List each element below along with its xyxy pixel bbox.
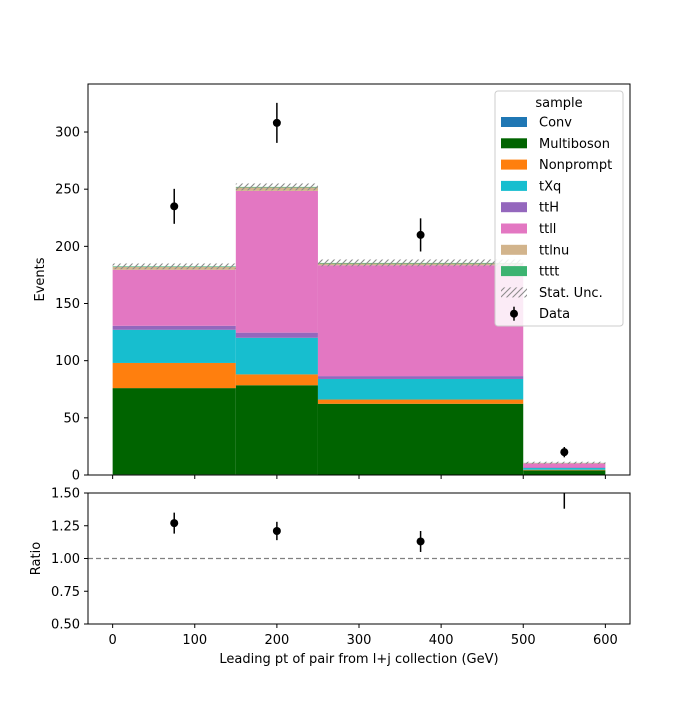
- y-tick-label: 250: [55, 183, 80, 198]
- legend-label-multiboson: Multiboson: [539, 137, 610, 152]
- bar-txq-bin-0: [113, 330, 236, 363]
- ratio-y-tick-label: 1.25: [51, 519, 80, 534]
- bar-nonprompt-bin-3: [523, 470, 605, 471]
- ratio-point-0: [170, 519, 178, 527]
- data-point-3: [560, 448, 568, 456]
- legend-swatch-tttt: [501, 266, 527, 276]
- legend-label-conv: Conv: [539, 116, 572, 131]
- legend: sample Conv Multiboson Nonprompt tXq ttH ttll t…: [495, 91, 623, 326]
- data-point-0: [170, 202, 178, 210]
- y-tick-label: 50: [63, 411, 80, 426]
- legend-title: sample: [535, 96, 582, 111]
- legend-label-tttt: tttt: [539, 265, 559, 280]
- bar-ttll-bin-2: [318, 265, 523, 376]
- x-tick-label: 100: [182, 633, 207, 648]
- legend-swatch-conv: [501, 117, 527, 127]
- x-tick-label: 500: [511, 633, 536, 648]
- ratio-point-2: [417, 537, 425, 545]
- bar-txq-bin-1: [236, 338, 318, 375]
- legend-swatch-stat-unc: [501, 287, 527, 297]
- x-tick-label: 600: [593, 633, 618, 648]
- x-tick-label: 200: [264, 633, 289, 648]
- bar-tth-bin-2: [318, 376, 523, 379]
- bar-multiboson-bin-1: [236, 385, 318, 474]
- bar-multiboson-bin-3: [523, 470, 605, 475]
- x-tick-label: 300: [347, 633, 372, 648]
- x-axis-label: Leading pt of pair from l+j collection (…: [219, 652, 498, 667]
- ratio-y-tick-label: 0.75: [51, 585, 80, 600]
- stat-unc-band-bin-2: [318, 259, 523, 266]
- legend-label-txq: tXq: [539, 179, 561, 194]
- legend-data-marker: [510, 310, 518, 318]
- data-point-1: [273, 119, 281, 127]
- y-tick-label: 200: [55, 240, 80, 255]
- stat-unc-band-bin-3: [523, 462, 605, 464]
- x-tick-label: 400: [429, 633, 454, 648]
- y-tick-label: 0: [72, 469, 80, 484]
- ratio-y-axis-label: Ratio: [29, 542, 44, 575]
- ratio-y-tick-label: 0.50: [51, 618, 80, 633]
- y-tick-label: 100: [55, 354, 80, 369]
- bar-tth-bin-1: [236, 333, 318, 338]
- y-tick-label: 300: [55, 126, 80, 141]
- bar-nonprompt-bin-1: [236, 374, 318, 385]
- bar-tth-bin-0: [113, 326, 236, 330]
- legend-swatch-ttll: [501, 224, 527, 234]
- ratio-y-tick-label: 1.50: [51, 487, 80, 502]
- x-tick-label: 0: [108, 633, 116, 648]
- stat-unc-band-bin-0: [113, 263, 236, 269]
- y-tick-label: 150: [55, 297, 80, 312]
- legend-label-data: Data: [539, 307, 570, 322]
- bar-ttll-bin-1: [236, 191, 318, 333]
- legend-label-ttll: ttll: [539, 222, 556, 237]
- legend-swatch-nonprompt: [501, 160, 527, 170]
- data-point-2: [417, 231, 425, 239]
- bar-nonprompt-bin-2: [318, 400, 523, 404]
- legend-label-tth: ttH: [539, 201, 559, 216]
- bar-nonprompt-bin-0: [113, 363, 236, 388]
- legend-label-ttlnu: ttlnu: [539, 243, 569, 258]
- legend-swatch-txq: [501, 181, 527, 191]
- bar-txq-bin-2: [318, 379, 523, 400]
- bar-ttll-bin-0: [113, 270, 236, 326]
- legend-label-stat-unc: Stat. Unc.: [539, 286, 603, 301]
- ratio-y-tick-label: 1.00: [51, 552, 80, 567]
- stat-unc-band-bin-1: [236, 183, 318, 190]
- legend-swatch-ttlnu: [501, 245, 527, 255]
- y-axis-label: Events: [33, 257, 48, 301]
- legend-swatch-multiboson: [501, 138, 527, 148]
- bar-multiboson-bin-2: [318, 404, 523, 475]
- ratio-point-1: [273, 527, 281, 535]
- bar-multiboson-bin-0: [113, 388, 236, 474]
- legend-label-nonprompt: Nonprompt: [539, 158, 612, 173]
- legend-swatch-tth: [501, 202, 527, 212]
- bar-txq-bin-3: [523, 468, 605, 470]
